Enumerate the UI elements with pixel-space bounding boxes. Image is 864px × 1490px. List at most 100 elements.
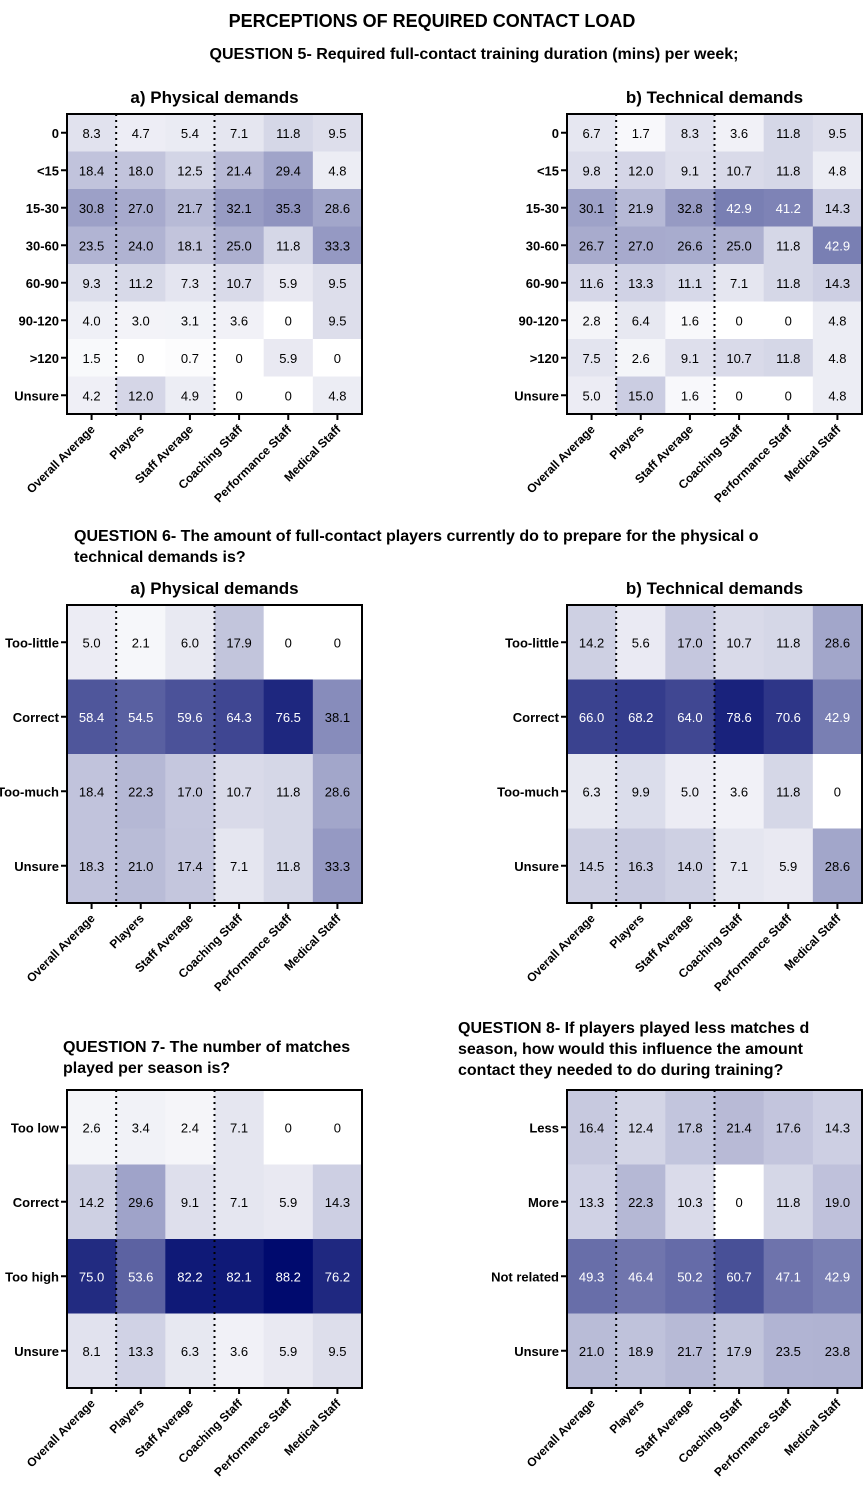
heatmap-q6b: b) Technical demands 14.2 5.6 17.0 10.7 11.8 2… xyxy=(497,579,863,994)
heatmap-cell xyxy=(763,189,814,227)
heatmap-cell xyxy=(116,828,166,904)
cell-value-label: 6.7 xyxy=(583,126,601,141)
heatmap-cell xyxy=(165,264,215,302)
cell-value-label: 6.3 xyxy=(583,784,601,799)
cell-value-label: 12.0 xyxy=(128,388,153,403)
cell-value-label: 29.6 xyxy=(128,1195,153,1210)
cell-value-label: 11.8 xyxy=(276,238,300,253)
heatmap-cell xyxy=(714,264,765,302)
heatmap-cell xyxy=(567,1090,617,1165)
heatmap-cell xyxy=(312,1090,363,1165)
heatmap-cell xyxy=(812,1164,863,1240)
heatmap-cell xyxy=(312,264,363,302)
cell-value-label: 18.9 xyxy=(628,1344,653,1359)
heatmap-cell xyxy=(67,1164,117,1240)
cell-value-label: 9.1 xyxy=(681,351,699,366)
heatmap-cell xyxy=(312,189,363,227)
heatmap-cell xyxy=(812,679,863,755)
cell-value-label: 9.1 xyxy=(181,1195,199,1210)
heatmap-cell xyxy=(665,151,715,190)
row-label: Too-little xyxy=(505,635,559,650)
cell-value-label: 14.3 xyxy=(825,201,850,216)
heatmap-cell xyxy=(165,1090,215,1165)
cell-value-label: 60.7 xyxy=(726,1269,751,1284)
row-label: More xyxy=(528,1195,559,1210)
heatmap-cell xyxy=(214,376,265,415)
heatmap-cell xyxy=(763,264,814,302)
cell-value-label: 0 xyxy=(334,351,341,366)
cell-value-label: 0 xyxy=(334,1120,341,1135)
cell-value-label: 1.6 xyxy=(681,313,699,328)
heatmap-cell xyxy=(616,226,666,265)
heatmap-cell xyxy=(67,226,117,265)
heatmap-cell xyxy=(616,1313,666,1389)
heatmap-cell xyxy=(116,376,166,415)
heatmap-cell xyxy=(312,301,363,340)
cell-value-label: 11.1 xyxy=(678,276,702,291)
q6-title-line2: technical demands is? xyxy=(74,549,246,566)
q7-title-line1: QUESTION 7- The number of matches xyxy=(63,1039,350,1056)
heatmap-cell xyxy=(665,376,715,415)
heatmap-cell xyxy=(116,754,166,829)
heatmap-cell xyxy=(665,114,715,152)
cell-value-label: 0 xyxy=(334,635,341,650)
heatmap-cell xyxy=(312,151,363,190)
cell-value-label: 3.6 xyxy=(230,313,248,328)
cell-value-label: 16.3 xyxy=(628,859,653,874)
heatmap-cell xyxy=(263,301,314,340)
cell-value-label: 76.2 xyxy=(325,1269,350,1284)
heatmap-cell xyxy=(567,605,617,680)
heatmap-cell xyxy=(67,301,117,340)
column-label: Players xyxy=(107,1396,147,1436)
cell-value-label: 1.5 xyxy=(83,351,101,366)
cell-value-label: 17.9 xyxy=(226,635,251,650)
cell-value-label: 18.4 xyxy=(79,163,104,178)
cell-value-label: 7.3 xyxy=(181,276,199,291)
cell-value-label: 13.3 xyxy=(579,1195,604,1210)
heatmap-cell xyxy=(714,828,765,904)
q8-title-line1: QUESTION 8- If players played less match… xyxy=(458,1020,809,1037)
row-label: 90-120 xyxy=(19,313,59,328)
cell-value-label: 3.6 xyxy=(230,1344,248,1359)
cell-value-label: 18.3 xyxy=(79,859,104,874)
column-label: Players xyxy=(107,911,147,951)
cell-value-label: 6.0 xyxy=(181,635,199,650)
cell-value-label: 11.8 xyxy=(776,126,800,141)
heatmap-q7: 2.6 3.4 2.4 7.1 0 0 14.2 29.6 9.1 7.1 5.9 14.3 75.0 5… xyxy=(5,1089,363,1479)
cell-value-label: 82.1 xyxy=(226,1269,251,1284)
cell-value-label: 9.5 xyxy=(328,1344,346,1359)
cell-value-label: 10.7 xyxy=(726,635,751,650)
heatmap-cell xyxy=(763,339,814,377)
heatmap-cell xyxy=(567,679,617,755)
row-label: Too high xyxy=(5,1269,59,1284)
cell-value-label: 53.6 xyxy=(128,1269,153,1284)
cell-value-label: 5.9 xyxy=(279,276,297,291)
heatmap-cell xyxy=(812,189,863,227)
heatmap-cell xyxy=(567,1239,617,1314)
cell-value-label: 11.8 xyxy=(276,859,300,874)
heatmap-cell xyxy=(214,754,265,829)
cell-value-label: 22.3 xyxy=(628,1195,653,1210)
heatmap-cell xyxy=(214,114,265,152)
cell-value-label: 1.6 xyxy=(681,388,699,403)
cell-value-label: 5.0 xyxy=(83,635,101,650)
heatmap-cell xyxy=(812,339,863,377)
heatmap-cell xyxy=(567,339,617,377)
cell-value-label: 5.9 xyxy=(279,351,297,366)
heatmap-cell xyxy=(812,1313,863,1389)
cell-value-label: 10.7 xyxy=(726,351,751,366)
cell-value-label: 17.8 xyxy=(677,1120,702,1135)
cell-value-label: 9.5 xyxy=(828,126,846,141)
cell-value-label: 2.6 xyxy=(632,351,650,366)
row-label: Correct xyxy=(513,710,560,725)
column-label: Overall Average xyxy=(24,422,98,496)
cell-value-label: 0 xyxy=(785,313,792,328)
heatmap-cell xyxy=(165,226,215,265)
cell-value-label: 21.7 xyxy=(677,1344,702,1359)
heatmap-cell xyxy=(714,301,765,340)
heatmap-q8: 16.4 12.4 17.8 21.4 17.6 14.3 13.3 22.3 10.3 0 11.… xyxy=(491,1089,863,1479)
cell-value-label: 17.6 xyxy=(776,1120,801,1135)
heatmap-cell xyxy=(763,1313,814,1389)
cell-value-label: 23.5 xyxy=(79,238,104,253)
row-label: >120 xyxy=(30,351,59,366)
